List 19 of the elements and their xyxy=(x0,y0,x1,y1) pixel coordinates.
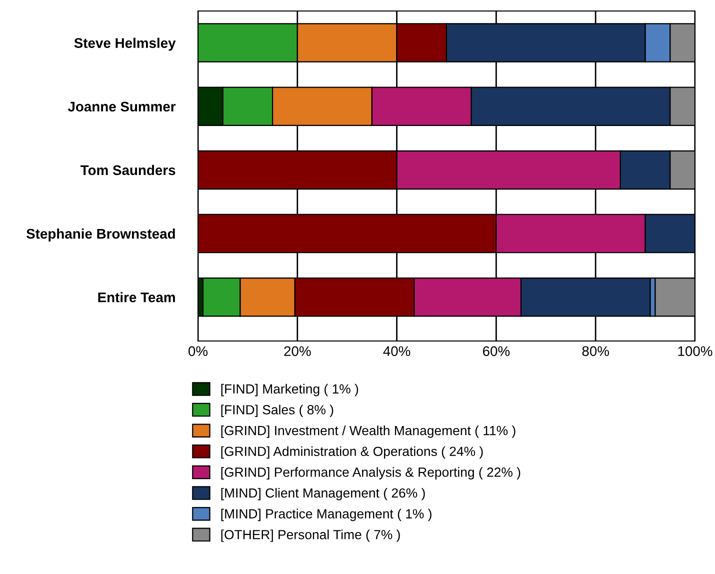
legend-label: [OTHER] Personal Time ( 7% ) xyxy=(221,530,400,542)
y-tick-label: Steve Helmsley xyxy=(74,38,176,51)
x-tick-label: 40% xyxy=(383,346,410,356)
x-tick-label: 80% xyxy=(582,346,609,356)
y-tick-label: Joanne Summer xyxy=(68,102,176,112)
x-tick-label: 0% xyxy=(188,346,208,356)
legend-label: [GRIND] Administration & Operations ( 24% ) xyxy=(221,446,483,459)
x-tick-label: 100% xyxy=(678,346,712,356)
y-tick-label: Entire Team xyxy=(98,292,175,302)
y-tick-label: Tom Saunders xyxy=(80,164,176,176)
y-tick-label: Stephanie Brownstead xyxy=(26,228,175,242)
legend-label: [MIND] Client Management ( 26% ) xyxy=(221,488,425,500)
x-tick-label: 60% xyxy=(482,346,510,356)
legend-label: [FIND] Sales ( 8% ) xyxy=(221,404,334,418)
x-tick-label: 20% xyxy=(284,346,311,356)
legend-label: [MIND] Practice Management ( 1% ) xyxy=(221,508,432,522)
legend-label: [GRIND] Investment / Wealth Management ( 11% ) xyxy=(221,426,516,438)
legend-label: [FIND] Marketing ( 1% ) xyxy=(221,384,358,396)
legend-label: [GRIND] Performance Analysis & Reporting ( 22% ) xyxy=(221,467,520,480)
